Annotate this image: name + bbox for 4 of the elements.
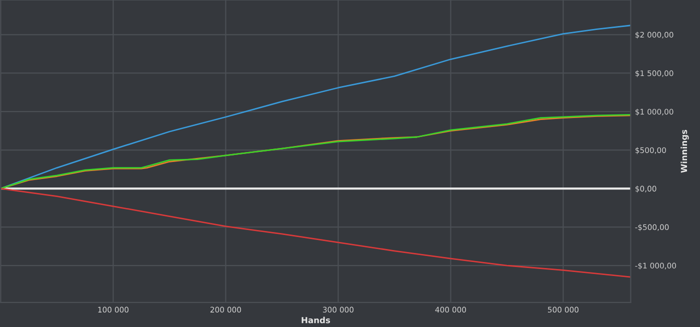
line-series	[0, 24, 631, 190]
line-series	[0, 188, 631, 278]
x-axis-title: Hands	[302, 316, 330, 324]
y-axis-title: Winnings	[680, 130, 689, 173]
